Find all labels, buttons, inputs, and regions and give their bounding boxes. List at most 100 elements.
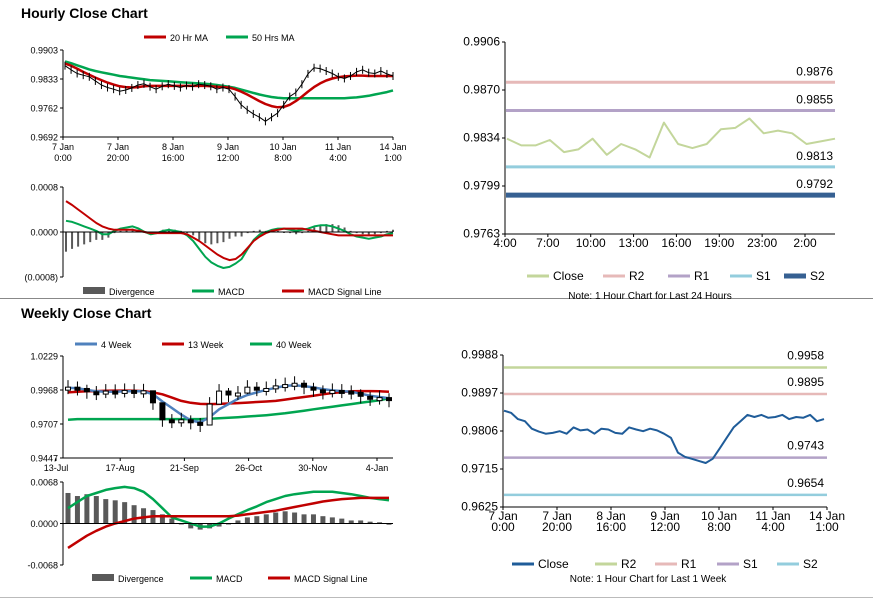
weekly-macd-line: [67, 485, 390, 528]
weekly-candle-body: [376, 397, 383, 402]
legend-20hr-ma-label: 20 Hr MA: [170, 33, 208, 43]
hourly-price-ytick-label: 0.9762: [30, 104, 58, 114]
weekly-divergence-bar: [169, 518, 175, 524]
weekly-pivot-xtick-label: 8:00: [707, 520, 731, 534]
divergence-bar: [295, 232, 298, 235]
weekly-pivot-xtick-label: 4:00: [761, 520, 785, 534]
hourly-macd-ytick-label: 0.0008: [30, 183, 58, 193]
weekly-candle-body: [386, 397, 392, 402]
macd-signal-line: [65, 200, 393, 262]
weekly-price-xtick-label: 13-Jul: [44, 463, 69, 473]
hourly-pivot-xtick-label: 19:00: [704, 236, 734, 250]
weekly-pivot-xtick-label: 8 Jan: [596, 509, 625, 523]
legend-weekly-s2-label: S2: [803, 557, 818, 571]
hourly-pivot-xtick-label: 7:00: [536, 236, 560, 250]
weekly-divergence-bar: [244, 517, 250, 524]
weekly-divergence-bar: [386, 523, 392, 525]
weekly-divergence-bar: [188, 523, 194, 529]
hourly-macd-ytick-label: (0.0008): [24, 273, 58, 283]
legend-hourly-r1-label: R1: [694, 269, 710, 283]
weekly-pivot-xtick-label: 12:00: [650, 520, 680, 534]
weekly-candle-body: [187, 419, 194, 424]
hourly-pivot-xtick-label: 4:00: [493, 236, 517, 250]
weekly-pivot-ytick-label: 0.9897: [461, 386, 498, 400]
divergence-bar: [101, 232, 104, 240]
weekly-candle-body: [197, 421, 204, 426]
weekly-candle-body: [112, 390, 119, 395]
divergence-bar: [258, 229, 261, 232]
weekly-divergence-bar: [292, 512, 298, 524]
weekly-candle-body: [310, 386, 317, 391]
weekly-macd-ytick-label: -0.0068: [27, 561, 58, 571]
weekly-candle-body: [338, 389, 345, 394]
divergence-bar: [65, 232, 67, 252]
weekly-candle-body: [234, 392, 241, 397]
weekly-divergence-bar: [329, 517, 335, 524]
weekly-divergence-bar: [122, 502, 128, 524]
legend-divergence-label: Divergence: [109, 287, 155, 297]
hourly-macd-ytick-label: 0.0000: [30, 228, 58, 238]
weekly-pivot-xtick-label: 14 Jan: [809, 509, 845, 523]
legend-hourly-s2-label: S2: [810, 269, 825, 283]
divergence-bar: [319, 225, 322, 232]
weekly-pivot-xtick-label: 9 Jan: [650, 509, 679, 523]
pivot-level-label-s1: 0.9813: [796, 149, 833, 163]
weekly-pivot-ytick-label: 0.9806: [461, 424, 498, 438]
hourly-price-xtick-label: 10 Jan: [269, 142, 296, 152]
hourly-price-xtick-label: 14 Jan: [379, 142, 406, 152]
legend-macd-label: MACD: [218, 287, 245, 297]
weekly-pivot-level-label-r1: 0.9895: [787, 375, 824, 389]
weekly-candle-body: [367, 395, 374, 400]
hourly-section-title: Hourly Close Chart: [21, 5, 148, 21]
hourly-price-xtick-label: 0:00: [54, 153, 72, 163]
weekly-divergence-bar: [254, 516, 260, 524]
hourly-pivot-ytick-label: 0.9799: [463, 179, 500, 193]
hourly-price-xtick-label: 9 Jan: [217, 142, 239, 152]
hourly-pivot-ytick-label: 0.9870: [463, 83, 500, 97]
weekly-price-xtick-label: 21-Sep: [170, 463, 199, 473]
hourly-price-xtick-label: 12:00: [217, 153, 240, 163]
weekly-candle-body: [329, 389, 336, 394]
divergence-bar: [210, 232, 213, 245]
divergence-bar: [222, 232, 225, 243]
hourly-price-xtick-label: 7 Jan: [52, 142, 74, 152]
weekly-pivot-level-label-r2: 0.9958: [787, 349, 824, 363]
weekly-pivot-level-label-s2: 0.9654: [787, 476, 824, 490]
weekly-candle-body: [319, 389, 326, 394]
weekly-price-ytick-label: 0.9707: [30, 420, 58, 430]
legend-weekly-divergence-label: Divergence: [118, 574, 164, 584]
hourly-price-ytick-label: 0.9833: [30, 75, 58, 85]
hourly-price-xtick-label: 8:00: [274, 153, 292, 163]
weekly-candle-body: [65, 386, 71, 391]
weekly-pivot-xtick-label: 10 Jan: [701, 509, 737, 523]
weekly-divergence-bar: [216, 523, 222, 527]
hourly-price-ytick-label: 0.9692: [30, 133, 58, 143]
weekly-pivot-xtick-label: 20:00: [542, 520, 572, 534]
weekly-candle-body: [168, 419, 175, 424]
weekly-candle-body: [253, 386, 260, 391]
weekly-divergence-bar: [235, 520, 241, 524]
weekly-pivot-note: Note: 1 Hour Chart for Last 1 Week: [570, 574, 728, 585]
weekly-divergence-bar: [320, 516, 326, 524]
weekly-candle-body: [131, 389, 138, 394]
divergence-bar: [198, 232, 201, 240]
hourly-pivot-xtick-label: 2:00: [793, 236, 817, 250]
weekly-divergence-bar: [74, 496, 80, 524]
hourly-pivot-ytick-label: 0.9834: [463, 131, 500, 145]
weekly-pivot-xtick-label: 7 Jan: [488, 509, 517, 523]
weekly-pivot-ytick-label: 0.9625: [461, 500, 498, 514]
divergence-bar: [313, 227, 316, 232]
divergence-bar: [246, 232, 249, 234]
weekly-divergence-bar: [159, 514, 165, 524]
divergence-bar: [216, 232, 219, 244]
weekly-divergence-bar: [282, 511, 288, 524]
divergence-bar: [119, 230, 122, 232]
divergence-bar: [331, 224, 334, 232]
hourly-pivot-xtick-label: 10:00: [576, 236, 606, 250]
divergence-bar: [89, 232, 92, 243]
divergence-bar: [113, 232, 116, 234]
divergence-bar: [77, 232, 80, 247]
weekly-divergence-bar: [131, 505, 137, 524]
divergence-bar: [349, 230, 352, 232]
